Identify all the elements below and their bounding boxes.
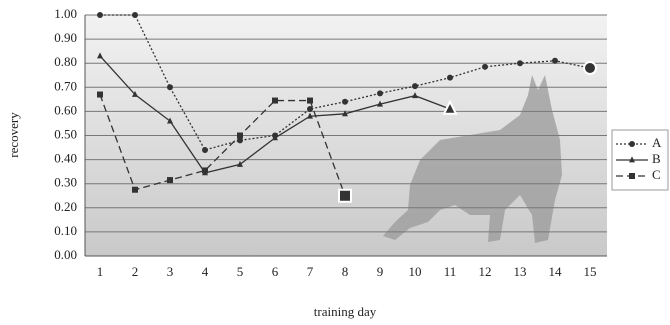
y-tick-label: 1.00 — [54, 6, 77, 21]
y-tick-label: 0.50 — [54, 126, 77, 141]
y-tick-label: 0.90 — [54, 30, 77, 45]
x-tick-label: 2 — [132, 264, 139, 279]
x-tick-label: 13 — [514, 264, 527, 279]
y-tick-label: 0.60 — [54, 102, 77, 117]
point-marker — [202, 147, 208, 153]
end-marker — [584, 62, 596, 74]
point-marker — [272, 98, 278, 104]
x-tick-label: 5 — [237, 264, 244, 279]
x-tick-label: 7 — [307, 264, 314, 279]
x-tick-label: 6 — [272, 264, 279, 279]
point-marker — [412, 83, 418, 89]
y-tick-label: 0.40 — [54, 151, 77, 166]
end-marker — [339, 190, 351, 202]
point-marker — [167, 177, 173, 183]
point-marker — [377, 90, 383, 96]
point-marker — [307, 98, 313, 104]
y-tick-label: 0.70 — [54, 78, 77, 93]
x-tick-label: 12 — [479, 264, 492, 279]
point-marker — [97, 92, 103, 98]
y-tick-label: 0.20 — [54, 199, 77, 214]
x-tick-label: 10 — [409, 264, 422, 279]
point-marker — [237, 133, 243, 139]
y-tick-label: 0.80 — [54, 54, 77, 69]
point-marker — [202, 167, 208, 173]
x-tick-label: 1 — [97, 264, 104, 279]
legend-label: B — [652, 151, 661, 166]
y-tick-label: 0.30 — [54, 175, 77, 190]
y-axis-label: recovery — [6, 112, 21, 158]
x-tick-label: 4 — [202, 264, 209, 279]
point-marker — [482, 64, 488, 70]
point-marker — [132, 187, 138, 193]
point-marker — [342, 99, 348, 105]
point-marker — [447, 75, 453, 81]
legend-marker — [629, 173, 635, 179]
x-axis-label: training day — [314, 304, 377, 319]
point-marker — [517, 60, 523, 66]
x-tick-label: 11 — [444, 264, 457, 279]
y-tick-label: 0.10 — [54, 223, 77, 238]
legend-label: C — [652, 167, 661, 182]
legend-marker — [629, 141, 635, 147]
point-marker — [552, 58, 558, 64]
x-tick-label: 15 — [584, 264, 597, 279]
legend-label: A — [652, 135, 662, 150]
point-marker — [167, 84, 173, 90]
point-marker — [132, 12, 138, 18]
x-tick-label: 8 — [342, 264, 349, 279]
x-tick-label: 9 — [377, 264, 384, 279]
x-tick-label: 14 — [549, 264, 563, 279]
x-tick-label: 3 — [167, 264, 174, 279]
chart: recovery training day 0.00 0.10 0.20 0.30 0.… — [0, 0, 670, 325]
y-tick-label: 0.00 — [54, 247, 77, 262]
point-marker — [97, 12, 103, 18]
